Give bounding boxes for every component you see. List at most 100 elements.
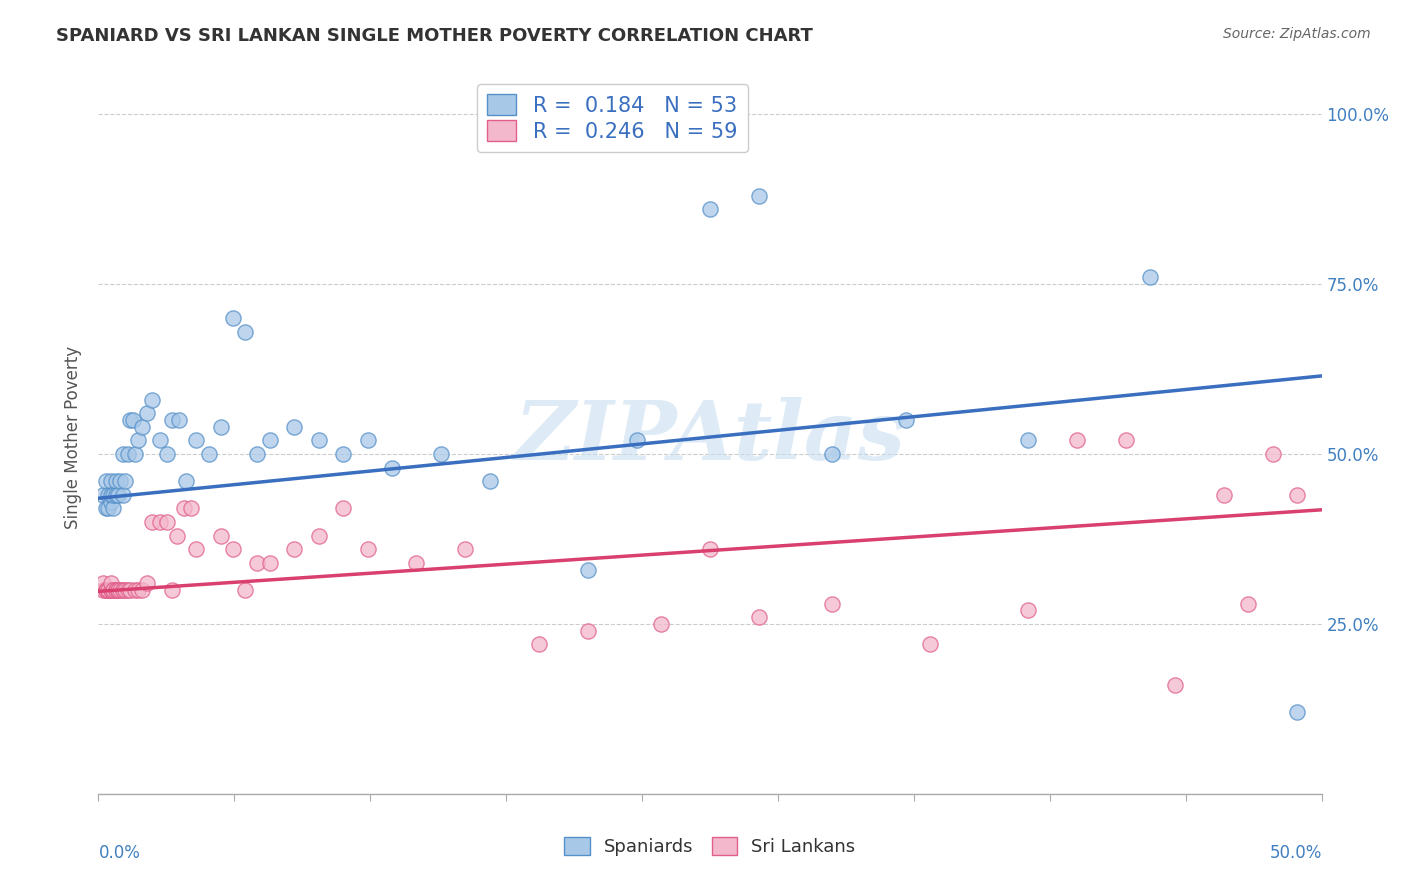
- Point: [186, 542, 208, 557]
- Point: [97, 582, 120, 597]
- Legend: Spaniards, Sri Lankans: Spaniards, Sri Lankans: [557, 830, 863, 863]
- Point: [650, 617, 672, 632]
- Point: [91, 488, 114, 502]
- Point: [478, 475, 501, 489]
- Point: [454, 542, 477, 557]
- Point: [748, 610, 770, 624]
- Point: [1115, 434, 1137, 448]
- Point: [101, 488, 124, 502]
- Point: [120, 413, 142, 427]
- Point: [209, 528, 232, 542]
- Point: [160, 413, 183, 427]
- Point: [100, 488, 122, 502]
- Point: [1286, 706, 1309, 720]
- Point: [121, 413, 143, 427]
- Point: [124, 447, 146, 461]
- Point: [107, 582, 129, 597]
- Point: [111, 582, 134, 597]
- Point: [124, 582, 146, 597]
- Point: [100, 475, 122, 489]
- Point: [527, 637, 550, 651]
- Point: [111, 447, 134, 461]
- Point: [100, 576, 122, 591]
- Point: [131, 420, 153, 434]
- Point: [100, 582, 122, 597]
- Point: [283, 542, 305, 557]
- Point: [94, 582, 117, 597]
- Point: [1017, 603, 1039, 617]
- Point: [107, 488, 129, 502]
- Point: [699, 202, 721, 217]
- Point: [699, 542, 721, 557]
- Point: [100, 494, 122, 508]
- Point: [156, 515, 179, 529]
- Point: [127, 434, 149, 448]
- Point: [141, 392, 163, 407]
- Point: [405, 556, 427, 570]
- Point: [1164, 678, 1187, 692]
- Point: [167, 413, 190, 427]
- Point: [136, 576, 159, 591]
- Point: [97, 488, 120, 502]
- Point: [160, 582, 183, 597]
- Point: [117, 447, 139, 461]
- Point: [117, 582, 139, 597]
- Point: [356, 542, 378, 557]
- Point: [576, 563, 599, 577]
- Point: [101, 501, 124, 516]
- Point: [127, 582, 149, 597]
- Point: [180, 501, 202, 516]
- Point: [821, 447, 844, 461]
- Point: [111, 582, 134, 597]
- Point: [107, 582, 129, 597]
- Point: [104, 488, 127, 502]
- Point: [308, 528, 330, 542]
- Point: [97, 582, 120, 597]
- Point: [156, 447, 179, 461]
- Text: 50.0%: 50.0%: [1270, 844, 1322, 862]
- Point: [1139, 270, 1161, 285]
- Point: [1237, 597, 1260, 611]
- Text: 0.0%: 0.0%: [98, 844, 141, 862]
- Point: [209, 420, 232, 434]
- Point: [259, 556, 281, 570]
- Point: [332, 501, 354, 516]
- Point: [430, 447, 453, 461]
- Point: [920, 637, 942, 651]
- Point: [233, 582, 256, 597]
- Text: SPANIARD VS SRI LANKAN SINGLE MOTHER POVERTY CORRELATION CHART: SPANIARD VS SRI LANKAN SINGLE MOTHER POV…: [56, 27, 813, 45]
- Point: [197, 447, 219, 461]
- Point: [308, 434, 330, 448]
- Point: [176, 475, 198, 489]
- Point: [1066, 434, 1088, 448]
- Point: [100, 582, 122, 597]
- Point: [381, 460, 404, 475]
- Point: [104, 582, 127, 597]
- Point: [110, 475, 132, 489]
- Point: [131, 582, 153, 597]
- Point: [222, 542, 245, 557]
- Point: [1261, 447, 1284, 461]
- Point: [233, 325, 256, 339]
- Point: [104, 582, 127, 597]
- Point: [110, 582, 132, 597]
- Point: [576, 624, 599, 638]
- Point: [149, 434, 172, 448]
- Point: [101, 582, 124, 597]
- Point: [136, 406, 159, 420]
- Point: [91, 582, 114, 597]
- Point: [114, 475, 136, 489]
- Point: [149, 515, 172, 529]
- Point: [1286, 488, 1309, 502]
- Point: [246, 556, 269, 570]
- Point: [120, 582, 142, 597]
- Point: [97, 501, 120, 516]
- Point: [101, 582, 124, 597]
- Point: [246, 447, 269, 461]
- Point: [332, 447, 354, 461]
- Point: [259, 434, 281, 448]
- Point: [821, 597, 844, 611]
- Point: [283, 420, 305, 434]
- Text: ZIPAtlas: ZIPAtlas: [515, 397, 905, 477]
- Point: [94, 582, 117, 597]
